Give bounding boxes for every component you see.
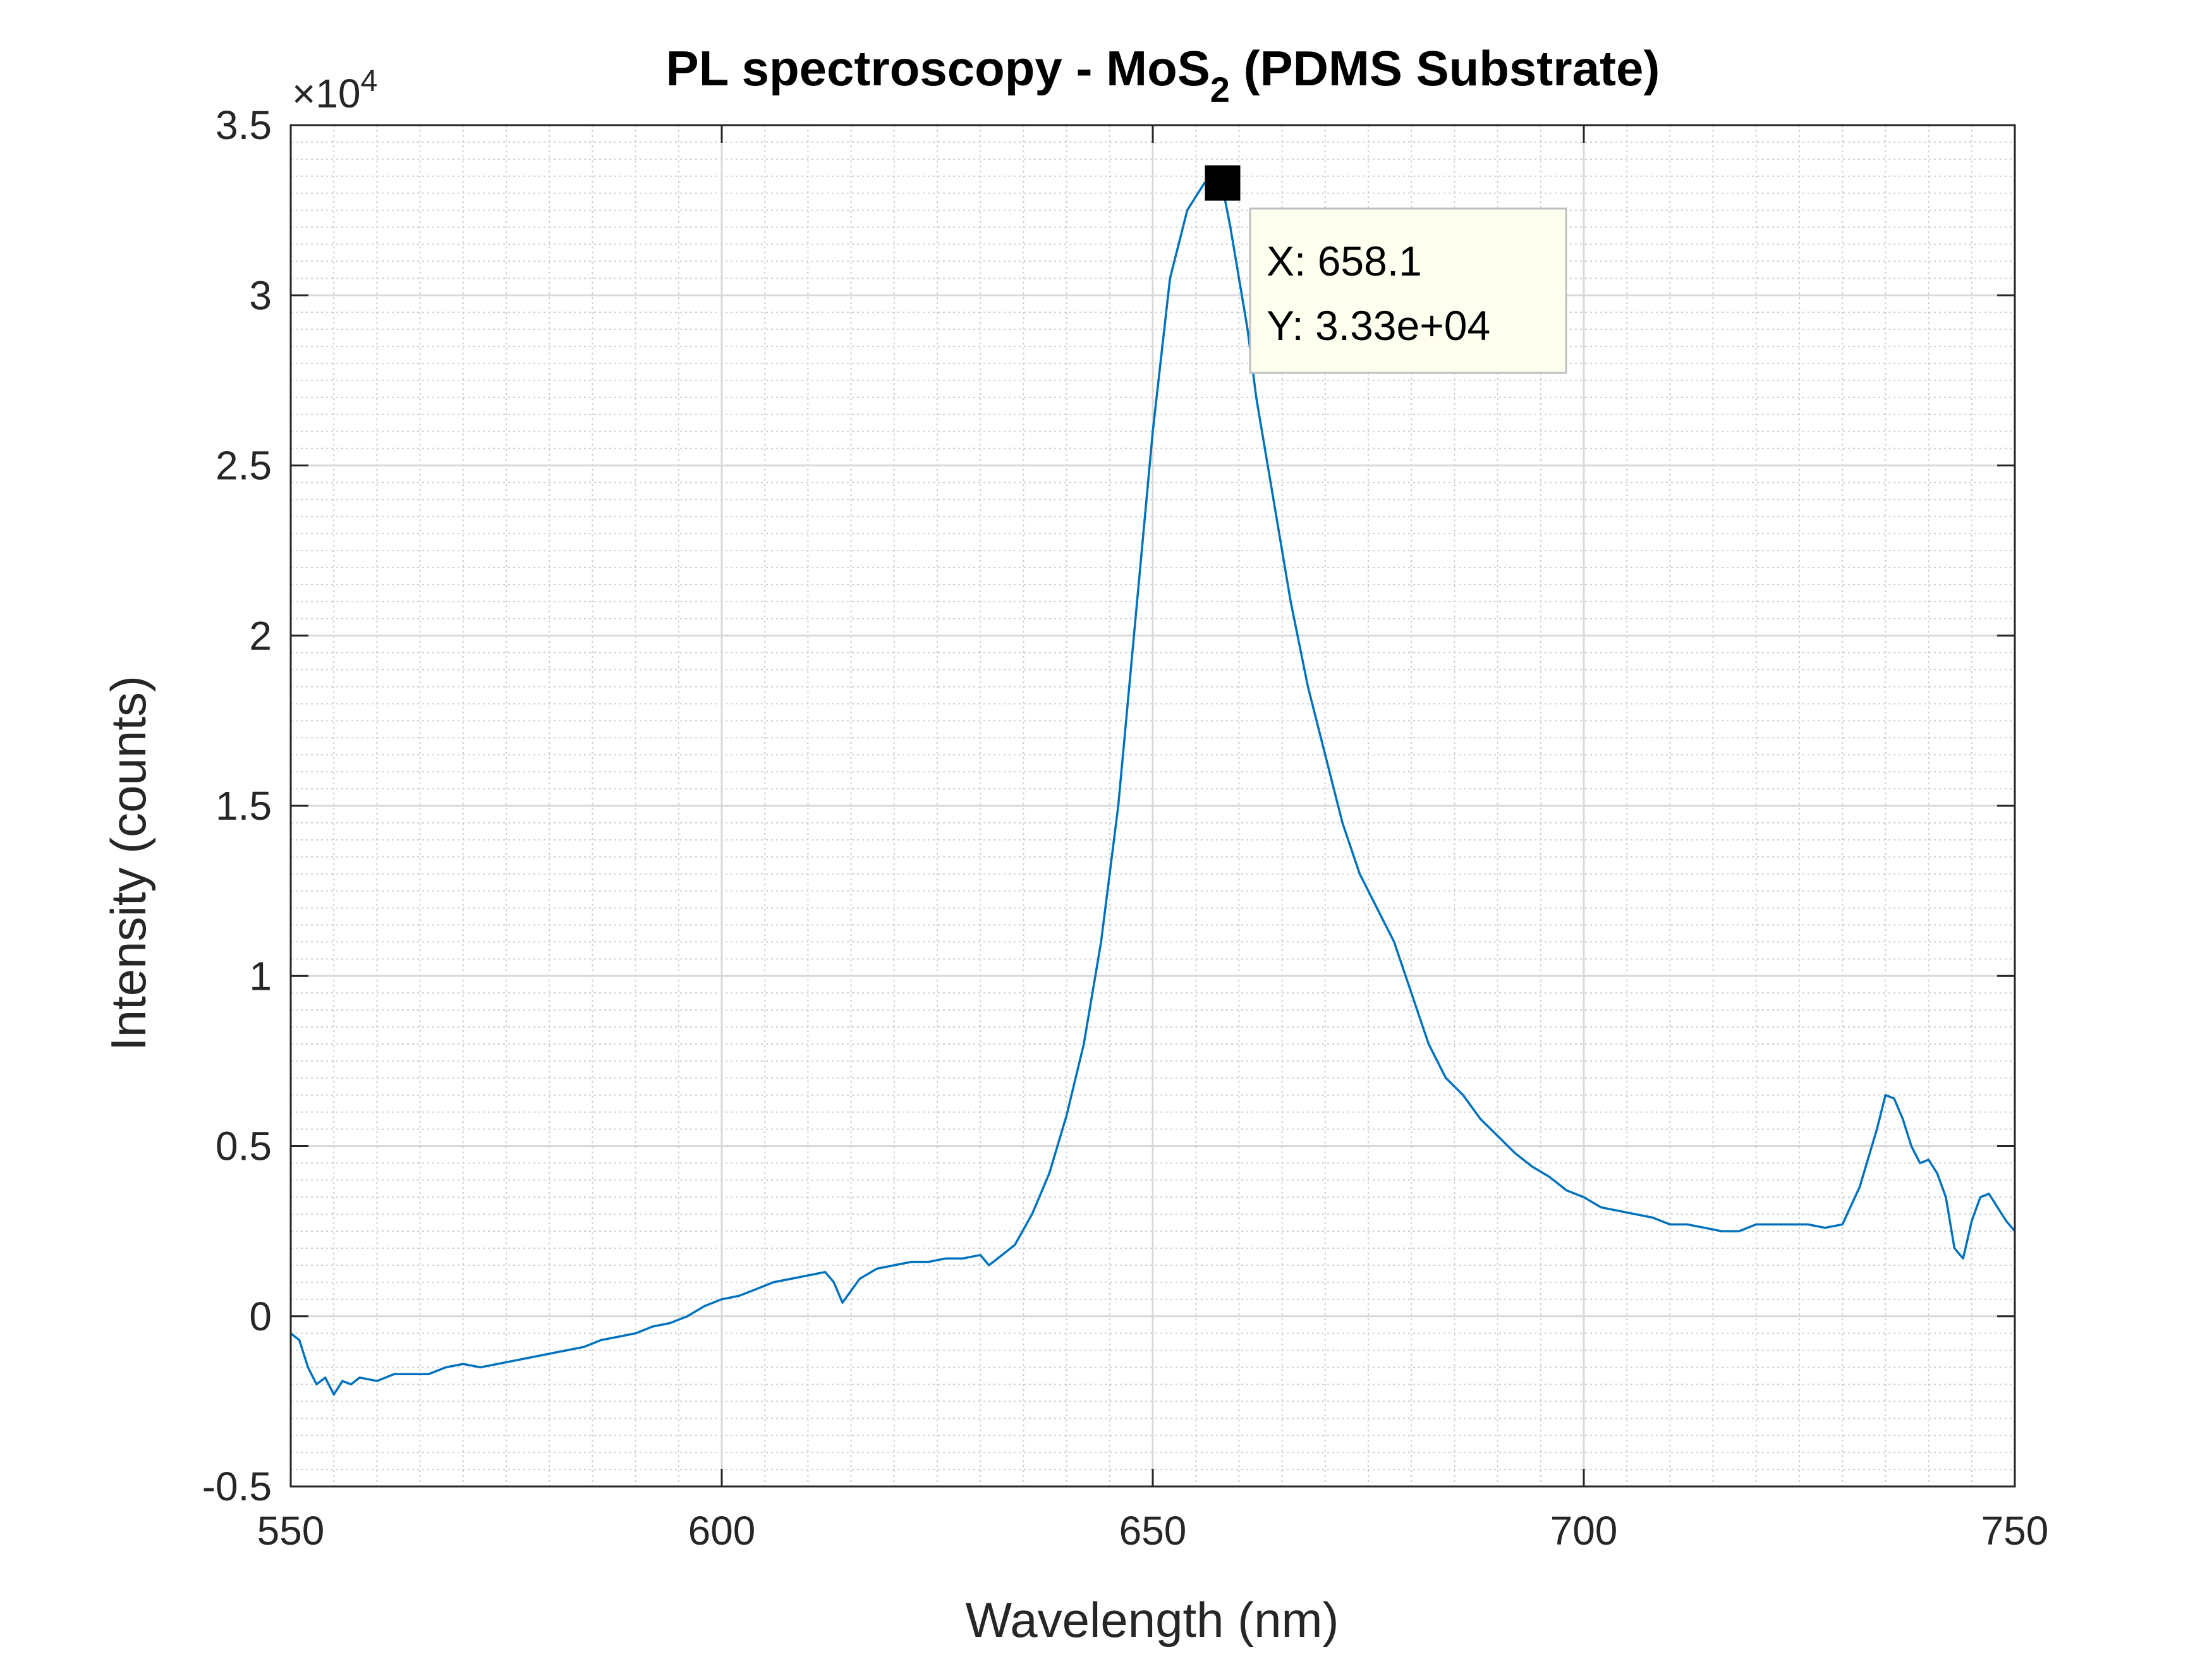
y-axis-label: Intensity (counts) — [100, 676, 156, 1051]
x-axis-label: Wavelength (nm) — [966, 1592, 1339, 1648]
y-tick-label: -0.5 — [202, 1464, 272, 1509]
x-tick-label: 600 — [688, 1508, 756, 1553]
y-tick-label: 1 — [249, 953, 272, 999]
x-tick-label: 700 — [1550, 1508, 1618, 1553]
datatip-marker[interactable] — [1205, 165, 1241, 201]
datatip-y-label: Y: 3.33e+04 — [1267, 302, 1490, 349]
y-tick-label: 2 — [249, 613, 272, 659]
y-tick-labels: -0.5 0 0.5 1 1.5 2 2.5 3 3.5 — [202, 102, 272, 1509]
minor-grid — [291, 125, 2015, 1486]
chart-title-suffix: (PDMS Substrate) — [1230, 40, 1660, 96]
y-tick-label: 3.5 — [216, 102, 272, 148]
chart-title-subscript: 2 — [1210, 70, 1230, 109]
x-tick-label: 650 — [1119, 1508, 1187, 1553]
x-tick-label: 750 — [1981, 1508, 2049, 1553]
datatip-box — [1249, 207, 1567, 374]
datatip-x-label: X: 658.1 — [1267, 238, 1422, 284]
datatip[interactable]: X: 658.1 Y: 3.33e+04 — [1205, 165, 1567, 374]
series-line — [289, 181, 2016, 1396]
x-tick-labels: 550 600 650 700 750 — [257, 1508, 2049, 1553]
y-tick-label: 1.5 — [216, 783, 272, 829]
y-exponent-base: ×10 — [292, 71, 361, 116]
chart-title-main: PL spectroscopy - MoS — [666, 40, 1210, 96]
x-tick-label: 550 — [257, 1508, 325, 1553]
chart-title: PL spectroscopy - MoS2 (PDMS Substrate) — [666, 40, 1660, 109]
y-exponent: ×104 — [292, 64, 377, 116]
y-exponent-power: 4 — [361, 64, 378, 98]
y-tick-label: 2.5 — [216, 443, 272, 489]
y-tick-label: 3 — [249, 272, 272, 318]
y-tick-label: 0.5 — [216, 1124, 272, 1169]
axis-ticks — [289, 124, 2016, 1488]
series-layer — [289, 181, 2016, 1396]
y-tick-label: 0 — [249, 1294, 272, 1339]
